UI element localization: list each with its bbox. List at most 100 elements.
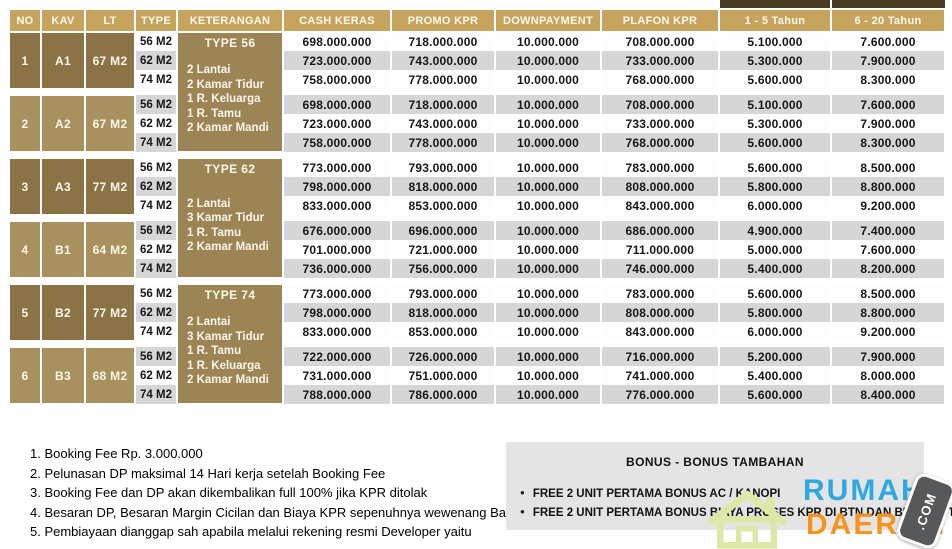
table-row: 5 B2 77 M2 56 M2 TYPE 74 2 Lantai 3 Kama… — [8, 283, 947, 405]
installment-6-20-cell: 7.600.000 — [830, 240, 947, 259]
installment-1-5-cell: 5.600.000 — [718, 133, 833, 152]
table-row: 1 A1 67 M2 56 M2 TYPE 56 2 Lantai 2 Kama… — [8, 31, 947, 153]
detail-line: 3 Kamar Tidur — [187, 330, 265, 343]
installment-1-5-cell: 5.600.000 — [718, 158, 833, 177]
table-row: 74 M2 736.000.000 756.000.000 10.000.000… — [9, 259, 947, 278]
plafon-cell: 741.000.000 — [599, 366, 721, 385]
promo-cell: 853.000.000 — [390, 322, 496, 341]
cash-cell: 798.000.000 — [282, 177, 392, 196]
spacer-row — [9, 341, 946, 347]
spacer-row — [9, 215, 946, 221]
installment-6-20-cell: 9.200.000 — [830, 196, 947, 215]
keterangan-content: TYPE 74 2 Lantai 3 Kamar Tidur 1 R. Tamu… — [179, 286, 281, 401]
promo-cell: 853.000.000 — [390, 196, 496, 215]
installment-1-5-cell: 5.300.000 — [718, 114, 833, 133]
col-header-no: NO — [8, 8, 42, 33]
cash-cell: 676.000.000 — [282, 221, 392, 240]
cash-cell: 736.000.000 — [282, 259, 392, 278]
type-cell: 56 M2 — [134, 158, 178, 177]
table-row: 62 M2 723.000.000 743.000.000 10.000.000… — [9, 51, 947, 70]
lt-cell: 77 M2 — [84, 157, 136, 216]
col-header-1-5-tahun: 1 - 5 Tahun — [718, 8, 833, 33]
installment-6-20-cell: 8.000.000 — [830, 366, 947, 385]
cash-cell: 798.000.000 — [282, 303, 392, 322]
plafon-cell: 686.000.000 — [599, 221, 721, 240]
promo-cell: 793.000.000 — [390, 284, 496, 303]
plafon-cell: 768.000.000 — [599, 70, 721, 89]
promo-cell: 718.000.000 — [390, 95, 496, 114]
detail-line: 2 Lantai — [187, 316, 231, 329]
dp-cell: 10.000.000 — [494, 385, 602, 404]
detail-line: 1 R. Tamu — [187, 226, 242, 239]
promo-cell: 818.000.000 — [390, 303, 496, 322]
installment-6-20-cell: 7.900.000 — [830, 114, 947, 133]
type-cell: 74 M2 — [134, 133, 178, 152]
plafon-cell: 843.000.000 — [599, 196, 721, 215]
col-header-cash: CASH KERAS — [282, 8, 392, 33]
detail-line: 1 R. Tamu — [187, 345, 242, 358]
kav-cell: A3 — [40, 157, 86, 216]
type-title: TYPE 62 — [204, 162, 256, 176]
installment-6-20-cell: 9.200.000 — [830, 322, 947, 341]
type-cell: 74 M2 — [134, 385, 178, 404]
installment-1-5-cell: 6.000.000 — [718, 196, 833, 215]
type-cell: 74 M2 — [134, 70, 178, 89]
type-details: 2 Lantai 2 Kamar Tidur 1 R. Keluarga 1 R… — [179, 50, 281, 149]
detail-line: 3 Kamar Tidur — [187, 212, 265, 224]
promo-cell: 696.000.000 — [390, 221, 496, 240]
promo-cell: 793.000.000 — [390, 158, 496, 177]
lt-cell: 68 M2 — [84, 346, 136, 405]
price-table: NO KAV LT TYPE KETERANGAN CASH KERAS PRO… — [8, 0, 947, 405]
detail-line: 1 R. Keluarga — [187, 359, 261, 372]
type-cell: 56 M2 — [134, 221, 178, 240]
table-row: 62 M2 723.000.000 743.000.000 10.000.000… — [9, 114, 947, 133]
installment-6-20-cell: 8.800.000 — [830, 303, 947, 322]
note-line: 4. Besaran DP, Besaran Margin Cicilan da… — [30, 504, 520, 520]
dp-cell: 10.000.000 — [494, 259, 602, 278]
installment-1-5-cell: 5.600.000 — [718, 385, 833, 404]
installment-band-row — [9, 0, 946, 10]
cash-cell: 723.000.000 — [282, 114, 392, 133]
installment-band — [718, 0, 832, 10]
kav-cell: B3 — [40, 346, 86, 405]
promo-cell: 778.000.000 — [390, 70, 496, 89]
bonus-item: ● FREE 2 UNIT PERTAMA BONUS BIAYA PROSES … — [520, 503, 952, 522]
table-row: 74 M2 758.000.000 778.000.000 10.000.000… — [9, 133, 947, 152]
installment-1-5-cell: 5.300.000 — [718, 51, 833, 70]
dp-cell: 10.000.000 — [494, 114, 602, 133]
plafon-cell: 733.000.000 — [599, 51, 721, 70]
dp-cell: 10.000.000 — [494, 158, 602, 177]
bullet-icon: ● — [520, 488, 525, 497]
type-cell: 74 M2 — [134, 259, 178, 278]
table-row: 62 M2 798.000.000 818.000.000 10.000.000… — [9, 303, 947, 322]
installment-6-20-cell: 8.800.000 — [830, 177, 947, 196]
plafon-cell: 711.000.000 — [599, 240, 721, 259]
detail-line: 2 Lantai — [187, 64, 231, 77]
cash-cell: 758.000.000 — [282, 133, 392, 152]
dp-cell: 10.000.000 — [494, 284, 602, 303]
note-line: 1. Booking Fee Rp. 3.000.000 — [30, 446, 203, 461]
col-header-lt: LT — [84, 8, 136, 33]
promo-cell: 718.000.000 — [390, 32, 496, 51]
cash-cell: 833.000.000 — [282, 322, 392, 341]
table-row: 74 M2 833.000.000 853.000.000 10.000.000… — [9, 322, 947, 341]
type-title: TYPE 56 — [204, 36, 256, 50]
note-line: 3. Booking Fee dan DP akan dikembalikan … — [30, 485, 428, 500]
type-title: TYPE 74 — [204, 288, 256, 302]
promo-cell: 751.000.000 — [390, 366, 496, 385]
type-cell: 56 M2 — [134, 32, 178, 51]
dp-cell: 10.000.000 — [494, 347, 602, 366]
type-cell: 62 M2 — [134, 177, 178, 196]
spacer-row — [9, 278, 946, 284]
no-cell: 3 — [8, 157, 42, 216]
installment-1-5-cell: 5.400.000 — [718, 366, 833, 385]
type-cell: 74 M2 — [134, 322, 178, 341]
table-row: 62 M2 701.000.000 721.000.000 10.000.000… — [9, 240, 947, 259]
bullet-icon: ● — [520, 507, 525, 516]
table-row: 6 B3 68 M2 56 M2 722.000.000 726.000.000… — [8, 346, 947, 405]
dp-cell: 10.000.000 — [494, 221, 602, 240]
table-row: 4 B1 64 M2 56 M2 676.000.000 696.000.000… — [8, 220, 947, 279]
installment-band — [830, 0, 946, 10]
keterangan-content: TYPE 62 2 Lantai 3 Kamar Tidur 1 R. Tamu… — [179, 160, 281, 275]
